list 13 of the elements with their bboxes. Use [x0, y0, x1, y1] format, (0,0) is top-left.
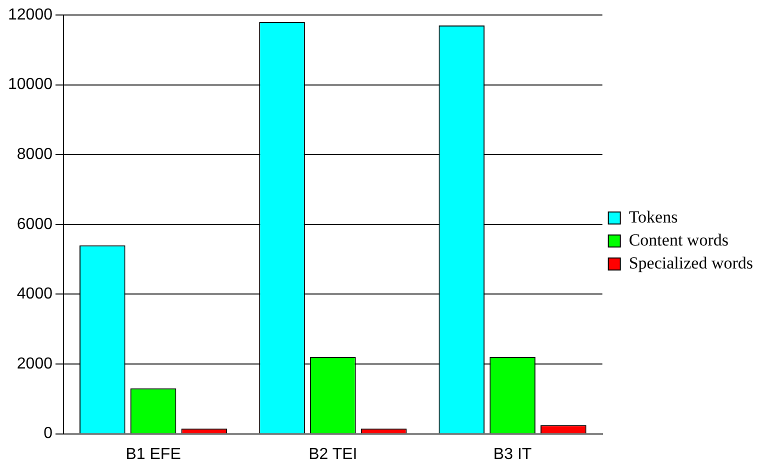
y-tick-label: 2000	[16, 355, 53, 372]
y-tick-label: 10000	[8, 76, 53, 94]
legend-label: Specialized words	[628, 253, 753, 272]
y-tick-label: 0	[44, 425, 53, 442]
y-tick-label: 6000	[16, 216, 53, 233]
legend-label: Content words	[628, 230, 728, 250]
x-tick-label: B1 EFE	[126, 446, 181, 463]
legend-label: Tokens	[628, 207, 678, 226]
x-tick-label: B2 TEI	[308, 446, 358, 463]
x-tick-label: B3 IT	[493, 446, 532, 463]
y-tick-label: 4000	[16, 286, 53, 303]
y-tick-label: 12000	[8, 6, 53, 24]
y-tick-label: 8000	[16, 146, 53, 164]
